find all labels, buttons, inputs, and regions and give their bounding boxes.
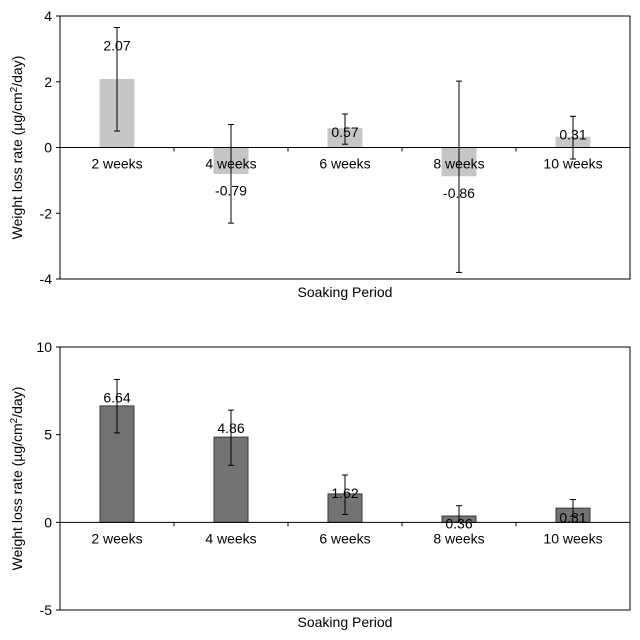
chart-top: -4-20242 weeks4 weeks6 weeks8 weeks10 we… (9, 8, 630, 300)
category-label: 10 weeks (543, 530, 602, 546)
category-label: 6 weeks (319, 156, 370, 172)
data-label: 0.81 (559, 510, 586, 526)
y-tick-label: 4 (44, 8, 52, 24)
data-label: 0.31 (559, 126, 586, 142)
y-tick-label: 5 (44, 427, 52, 443)
data-label: 1.62 (331, 485, 358, 501)
data-label: 0.36 (445, 516, 472, 532)
category-label: 6 weeks (319, 530, 370, 546)
category-label: 8 weeks (433, 530, 484, 546)
y-tick-label: -5 (40, 602, 53, 618)
y-tick-label: -2 (40, 205, 53, 221)
data-label: -0.86 (443, 185, 475, 201)
y-axis-title-main: Weight loss rate (µg/cm (9, 423, 25, 570)
data-label: 6.64 (103, 389, 130, 405)
y-axis-title: Weight loss rate (µg/cm2/day) (9, 56, 25, 240)
category-label: 4 weeks (205, 530, 256, 546)
y-axis-title: Weight loss rate (µg/cm2/day) (9, 387, 25, 571)
y-axis-title-unit: /day) (9, 387, 25, 418)
chart-bottom: -5 0 5 10 2 weeks 4 weeks 6 weeks 8 weeks 10 wee… (9, 339, 630, 630)
y-axis-title-main: Weight loss rate (µg/cm (9, 92, 25, 239)
x-axis-title: Soaking Period (298, 614, 393, 630)
data-label: 0.57 (331, 124, 358, 140)
y-tick-label: -4 (40, 271, 53, 287)
y-axis-title-unit: /day) (9, 56, 25, 87)
y-tick-label: 2 (44, 74, 52, 90)
y-tick-label: 0 (44, 140, 52, 156)
x-axis-title: Soaking Period (298, 284, 393, 300)
category-label: 2 weeks (91, 156, 142, 172)
data-label: 4.86 (217, 420, 244, 436)
data-label: -0.79 (215, 182, 247, 198)
data-label: 2.07 (103, 38, 130, 54)
y-tick-label: 0 (44, 514, 52, 530)
y-tick-label: 10 (36, 339, 52, 355)
category-label: 2 weeks (91, 530, 142, 546)
